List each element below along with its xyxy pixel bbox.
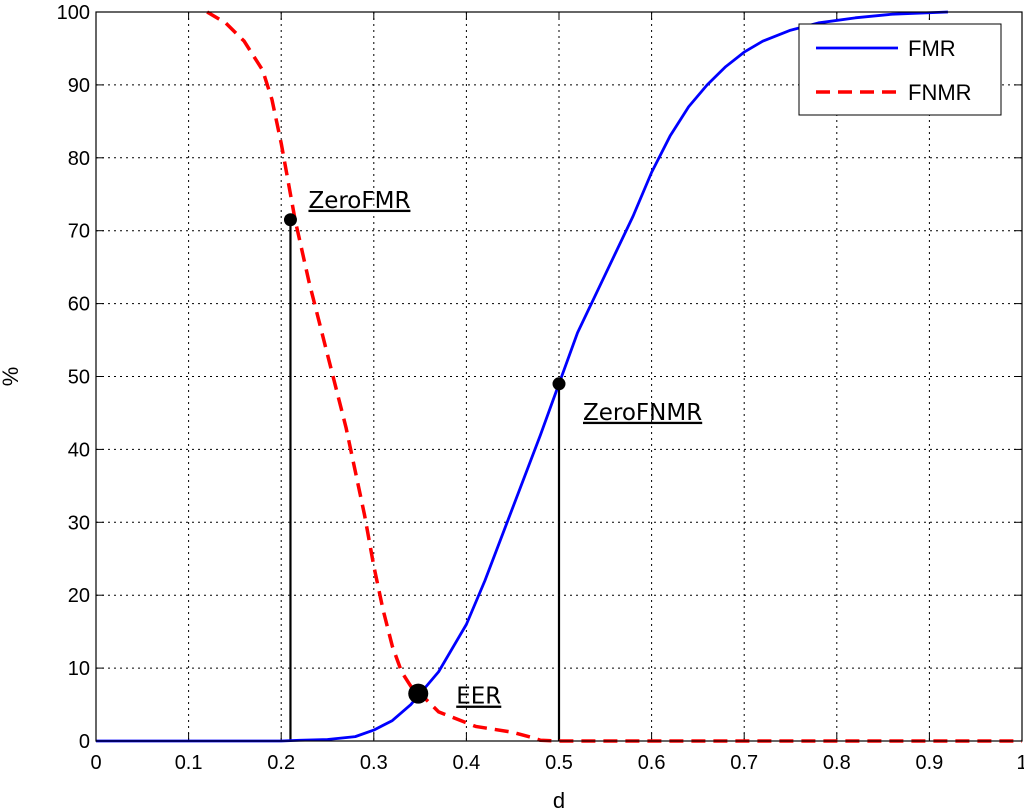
plot-frame	[95, 11, 1023, 742]
y-tick-label: 100	[57, 2, 90, 24]
y-tick-label: 20	[68, 585, 90, 607]
y-tick-label: 30	[68, 512, 90, 534]
series-line-fnmr	[206, 10, 1022, 743]
data-series	[96, 10, 1022, 743]
y-tick-label: 50	[68, 367, 90, 389]
x-tick-label: 0.6	[638, 752, 666, 774]
axis-ticks: 0 0.1 0.2 0.3 0.4 0.5 0.6 0.7 0.8 0.9 101020304050…	[57, 2, 1024, 774]
series-line-fmr	[96, 10, 948, 743]
x-tick-label: 0.8	[823, 752, 851, 774]
zerofmr-marker	[283, 213, 297, 227]
x-tick-label: 0.7	[730, 752, 758, 774]
x-tick-label: 0.5	[545, 752, 573, 774]
y-axis-label: %	[0, 367, 23, 387]
zerofmr-label: ZeroFMR	[308, 188, 410, 214]
legend-label-fmr: FMR	[908, 36, 956, 61]
annotations: ZeroFMR EER ZeroFNMR	[283, 188, 702, 710]
y-tick-label: 70	[68, 221, 90, 243]
legend: FMR FNMR	[798, 23, 1002, 116]
x-tick-label: 0.4	[452, 752, 480, 774]
x-axis-label: d	[553, 788, 565, 812]
legend-label-fnmr: FNMR	[908, 80, 972, 105]
y-tick-label: 40	[68, 439, 90, 461]
x-tick-label: 0.2	[267, 752, 295, 774]
y-tick-label: 90	[68, 75, 90, 97]
y-tick-label: 60	[68, 294, 90, 316]
x-tick-label: 0.1	[175, 752, 203, 774]
grid-lines	[96, 12, 1022, 741]
y-tick-label: 0	[79, 731, 90, 753]
x-tick-label: 0.3	[360, 752, 388, 774]
y-tick-label: 80	[68, 148, 90, 170]
zerofnmr-marker	[552, 377, 566, 391]
legend-box	[798, 23, 1002, 116]
zerofnmr-label: ZeroFNMR	[583, 400, 702, 426]
y-tick-label: 10	[68, 658, 90, 680]
x-tick-label: 0	[90, 752, 101, 774]
eer-label: EER	[456, 684, 501, 710]
x-tick-label: 0.9	[915, 752, 943, 774]
x-tick-label: 1	[1016, 752, 1024, 774]
eer-marker	[408, 683, 429, 704]
